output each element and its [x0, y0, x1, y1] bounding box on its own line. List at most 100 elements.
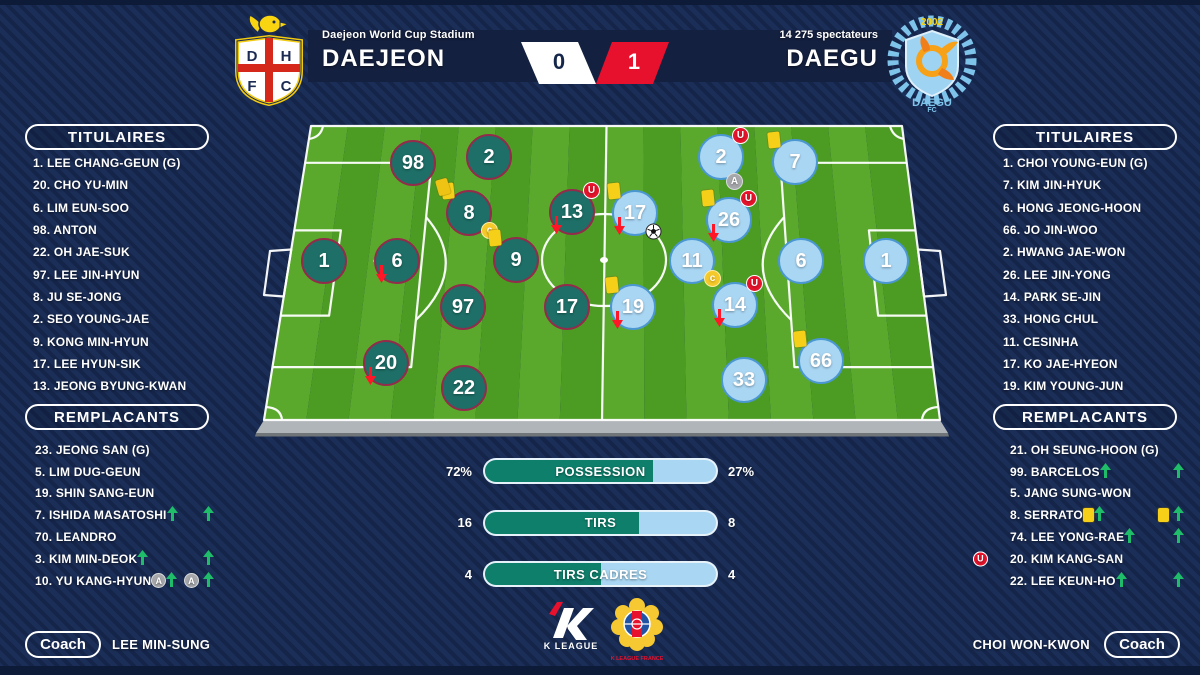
- player-chip-home-17: 17: [544, 284, 590, 330]
- sub-off-icon: [714, 309, 725, 327]
- player-chip-home-8: 8c: [435, 177, 498, 239]
- sub-on-icon: [1115, 571, 1127, 590]
- player-chip-home-13: 13 U: [549, 182, 600, 235]
- player-number: 97: [451, 295, 475, 318]
- sub-on-icon: [1173, 462, 1184, 481]
- stat-fill: [485, 460, 653, 482]
- player-row: 17. KO JAE-HYEON: [1003, 356, 1118, 371]
- yellow-card-icon: [793, 330, 807, 348]
- player-row: 22. OH JAE-SUK: [33, 245, 130, 260]
- svg-text:H: H: [281, 48, 292, 65]
- sub-on-icon: [203, 506, 214, 524]
- away-team-name: DAEGU: [786, 45, 878, 72]
- player-chip-away-33: 33: [721, 357, 767, 403]
- sub-row: 3. KIM MIN-DEOK: [25, 548, 220, 570]
- player-number: 2: [483, 145, 495, 168]
- sub-row: 70. LEANDRO: [35, 530, 117, 545]
- player-chip-away-14: 14 U: [712, 275, 763, 328]
- player-row: 13. JEONG BYUNG-KWAN: [33, 379, 187, 394]
- player-number: 2: [715, 145, 727, 168]
- sub-on-icon: [1173, 528, 1184, 546]
- yellow-card-icon: [605, 276, 619, 294]
- player-row: 33. HONG CHUL: [1003, 312, 1099, 327]
- sub-off-icon: [614, 217, 625, 235]
- player-chip-away-17: 17: [607, 182, 662, 240]
- home-coach-pill: Coach: [25, 631, 101, 658]
- player-number: 98: [401, 151, 425, 174]
- stat-away-value: 8: [728, 515, 736, 530]
- player-chip-away-26: 26 U: [701, 189, 757, 243]
- player-row: 8. JU SE-JONG: [33, 289, 122, 304]
- player-number: 26: [717, 208, 741, 231]
- stat-away-value: 4: [728, 566, 736, 582]
- player-chip-home-2: 2: [466, 134, 512, 180]
- u-badge: U: [583, 182, 600, 199]
- sub-row: 74. LEE YONG-RAE: [995, 526, 1190, 548]
- yellow-card-icon: [435, 177, 451, 197]
- assist-badge: A: [184, 573, 199, 589]
- stat-row: 4 TIRS CADRES 4: [420, 561, 780, 587]
- player-row: 19. KIM YOUNG-JUN: [1003, 379, 1124, 394]
- stat-home-value: 16: [457, 515, 472, 530]
- stat-label: TIRS CADRES: [553, 566, 648, 582]
- stat-home-value: 4: [464, 566, 472, 582]
- svg-text:DAEGU: DAEGU: [912, 97, 952, 109]
- sub-row: 7. ISHIDA MASATOSHI: [25, 504, 220, 526]
- right-subs-header: REMPLACANTS: [993, 404, 1177, 430]
- kleague-france-logo: K LEAGUE FRANCE: [611, 598, 663, 662]
- sub-on-icon: [203, 549, 214, 568]
- player-row: 9. KONG MIN-HYUN: [33, 334, 149, 349]
- stat-bar: TIRS: [483, 509, 718, 536]
- player-row: 6. HONG JEONG-HOON: [1003, 200, 1142, 215]
- player-row: 97. LEE JIN-HYUN: [33, 267, 140, 282]
- sub-off-icon: [708, 224, 719, 242]
- player-chip-home-9: 9: [488, 229, 539, 283]
- assist-badge: A: [726, 173, 743, 190]
- sub-row: 20. KIM KANG-SANUU: [973, 548, 1190, 570]
- daegu-crest: 2002 DAEGU FC: [887, 15, 977, 112]
- sub-row: 99. BARCELOS: [995, 461, 1190, 483]
- home-coach-name: LEE MIN-SUNG: [112, 637, 211, 652]
- captain-badge: c: [704, 270, 721, 287]
- player-row: 11. CESINHA: [1003, 334, 1079, 349]
- stat-home-value: 72%: [445, 463, 472, 479]
- sub-on-icon: [1124, 528, 1136, 546]
- u-badge: U: [732, 127, 749, 144]
- left-starters-header: TITULAIRES: [25, 124, 209, 150]
- sub-off-icon: [365, 367, 376, 385]
- player-row: 1. CHOI YOUNG-EUN (G): [1003, 156, 1148, 171]
- away-score: 1: [627, 49, 641, 74]
- left-starters-list: 1. LEE CHANG-GEUN (G) 20. CHO YU-MIN 6. LI…: [25, 152, 220, 397]
- player-row: 2. HWANG JAE-WON: [1003, 245, 1126, 260]
- kleague-logo: [549, 602, 594, 640]
- left-subs-header: REMPLACANTS: [25, 404, 209, 430]
- right-starters-header: TITULAIRES: [993, 124, 1177, 150]
- sub-row: 22. LEE KEUN-HO: [995, 570, 1190, 592]
- sub-row: 21. OH SEUNG-HOON (G): [1010, 442, 1159, 457]
- player-chip-home-20: 20: [363, 340, 409, 386]
- player-chip-away-19: 19: [605, 276, 656, 330]
- player-row: 20. CHO YU-MIN: [33, 178, 129, 193]
- player-chip-away-11: 11 c: [669, 238, 721, 287]
- yellow-card-icon: [607, 182, 621, 200]
- player-number: 6: [795, 249, 807, 272]
- assist-badge: A: [151, 573, 167, 589]
- player-chip-away-66: 66: [793, 330, 844, 384]
- yellow-card-icon: [1082, 508, 1094, 523]
- sub-row: 10. YU KANG-HYUN A A: [25, 570, 220, 592]
- ball-icon: [645, 223, 662, 240]
- u-badge: U: [973, 551, 988, 567]
- player-chip-away-7: 7: [767, 131, 818, 185]
- sub-on-icon: [1173, 506, 1184, 524]
- stat-row: 72% POSSESSION 27%: [420, 458, 780, 484]
- yellow-card-icon: [488, 229, 502, 247]
- player-number: 66: [809, 349, 833, 372]
- player-number: 1: [318, 249, 330, 272]
- sub-row: 5. JANG SUNG-WON: [1010, 486, 1132, 501]
- player-row: 66. JO JIN-WOO: [1003, 223, 1098, 238]
- u-badge: U: [746, 275, 763, 292]
- sub-on-icon: [166, 571, 178, 590]
- player-chip-away-6: 6: [778, 238, 824, 284]
- sub-row: 5. LIM DUG-GEUN: [35, 464, 141, 479]
